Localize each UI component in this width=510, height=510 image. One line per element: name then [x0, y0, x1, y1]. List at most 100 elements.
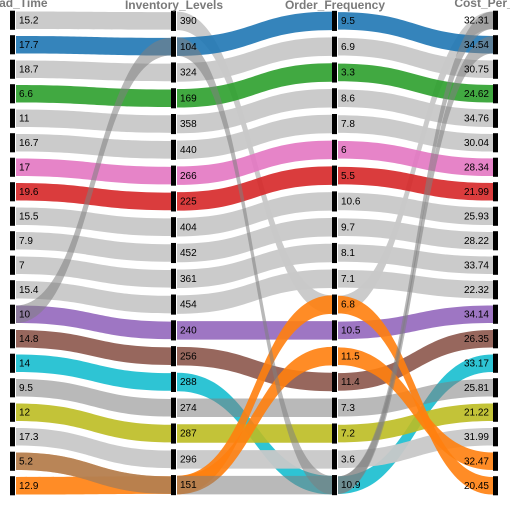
flow-band [16, 256, 171, 288]
category-label: 3.3 [341, 68, 355, 79]
flow-band [177, 346, 332, 392]
flow-band [338, 218, 493, 250]
category-label: 24.62 [464, 89, 489, 100]
category-label: 104 [180, 42, 197, 53]
category-bar [493, 255, 498, 275]
flow-band [177, 321, 332, 340]
category-bar [493, 427, 498, 447]
category-label: 34.14 [464, 309, 489, 320]
category-bar [493, 304, 498, 324]
category-bar [10, 84, 15, 104]
category-bar [171, 191, 176, 212]
flow-band [338, 166, 493, 201]
flow-band [16, 305, 171, 340]
category-label: 7 [19, 260, 25, 271]
category-label: 5.5 [341, 171, 355, 182]
category-label: 7.3 [341, 403, 355, 414]
category-bar [10, 35, 15, 55]
flow-band [16, 133, 171, 159]
flow-band [177, 295, 332, 495]
category-bar [332, 397, 337, 418]
category-bar [171, 88, 176, 109]
flow-band [177, 346, 332, 495]
category-label: 28.22 [464, 236, 489, 247]
category-bar [493, 59, 498, 79]
category-label: 440 [180, 145, 197, 156]
category-bar [10, 133, 15, 153]
category-label: 33.17 [464, 358, 489, 369]
category-label: 6 [341, 145, 347, 156]
category-bar [171, 423, 176, 444]
category-bar [493, 280, 498, 300]
category-bar [332, 268, 337, 289]
flow-band [177, 140, 332, 185]
category-label: 324 [180, 68, 197, 79]
category-bar [493, 329, 498, 349]
flow-band [338, 347, 493, 471]
category-label: 11.4 [341, 377, 360, 388]
category-label: 5.2 [19, 456, 33, 467]
flow-band [16, 109, 171, 133]
category-label: 287 [180, 429, 197, 440]
category-bar [171, 294, 176, 315]
category-label: 3.6 [341, 454, 355, 465]
flow-band [177, 475, 332, 495]
category-bar [332, 294, 337, 315]
category-bar [332, 165, 337, 186]
category-bar [493, 476, 498, 496]
flow-band [16, 378, 171, 417]
flow-band [16, 207, 171, 237]
flow-band [338, 141, 493, 177]
category-bar [493, 378, 498, 398]
flow-band [16, 452, 171, 494]
flow-band [16, 37, 171, 324]
flow-band [338, 11, 493, 494]
category-label: 358 [180, 119, 197, 130]
category-bar [493, 10, 498, 30]
flow-band [177, 217, 332, 263]
flow-band [338, 115, 493, 152]
category-bar [332, 423, 337, 444]
axis-title-order-frequency: Order_Frequency [285, 0, 385, 12]
category-label: 11.5 [341, 351, 360, 362]
category-label: 8.1 [341, 248, 355, 259]
category-bar [171, 320, 176, 341]
category-label: 274 [180, 403, 197, 414]
flow-layer [16, 11, 493, 495]
category-label: 296 [180, 454, 197, 465]
category-label: 32.47 [464, 456, 489, 467]
category-bar [10, 182, 15, 202]
flow-band [177, 192, 332, 237]
category-bar [332, 475, 337, 496]
category-bar [10, 157, 15, 177]
category-bar [493, 402, 498, 422]
axis-title-lead-time: _Lead_Time [0, 0, 48, 10]
category-bar [171, 62, 176, 83]
category-label: 9.7 [341, 222, 355, 233]
category-label: 15.2 [19, 15, 39, 26]
category-bar [10, 280, 15, 300]
axis-title-cost-per: Cost_Per_ [454, 0, 510, 10]
category-bar [10, 378, 15, 398]
category-label: 404 [180, 222, 197, 233]
category-bar [10, 108, 15, 128]
category-bar [171, 36, 176, 57]
category-bar [10, 402, 15, 422]
category-label: 11 [19, 113, 30, 124]
category-bar [10, 59, 15, 79]
category-label: 7.1 [341, 274, 355, 285]
flow-band [177, 37, 332, 82]
category-bar [332, 62, 337, 83]
category-bar [10, 427, 15, 447]
category-bar [332, 449, 337, 470]
category-bar [10, 476, 15, 496]
category-bar [171, 475, 176, 496]
flow-band [16, 427, 171, 469]
category-label: 10.6 [341, 197, 361, 208]
category-bar [10, 231, 15, 251]
flow-band [338, 89, 493, 128]
category-label: 22.32 [464, 285, 489, 296]
category-bar [493, 451, 498, 471]
flow-band [338, 35, 493, 494]
